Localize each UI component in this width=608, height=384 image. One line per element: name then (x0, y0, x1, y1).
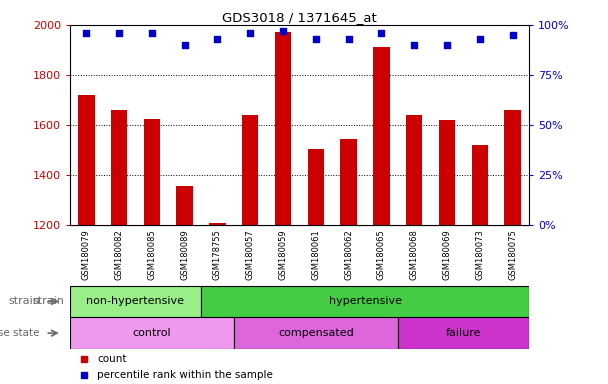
Text: control: control (133, 328, 171, 338)
Point (311, 36, 320, 42)
Text: GSM180069: GSM180069 (443, 230, 452, 280)
Bar (201, 286, 529, 317)
Point (180, 42, 190, 48)
Text: GSM180085: GSM180085 (147, 230, 156, 280)
Point (147, 30, 157, 36)
Bar (242, 115, 258, 225)
Bar (78, 95, 94, 225)
Text: GSM180065: GSM180065 (377, 230, 386, 280)
Text: GSM180062: GSM180062 (344, 230, 353, 280)
Point (409, 42, 419, 48)
Point (81, 30, 91, 36)
Point (508, 32, 517, 38)
Point (114, 30, 124, 36)
Text: GSM180057: GSM180057 (246, 230, 255, 280)
Bar (308, 149, 324, 225)
Bar (209, 223, 226, 225)
Text: GSM180073: GSM180073 (475, 230, 485, 280)
Text: disease state: disease state (0, 328, 40, 338)
Text: non-hypertensive: non-hypertensive (86, 296, 184, 306)
Bar (176, 186, 193, 225)
Bar (505, 110, 521, 225)
Point (278, 28, 288, 34)
Bar (439, 120, 455, 225)
Text: failure: failure (446, 328, 481, 338)
Text: hypertensive: hypertensive (328, 296, 401, 306)
Bar (406, 115, 423, 225)
Point (213, 36, 223, 42)
Text: GSM180079: GSM180079 (82, 230, 91, 280)
Text: compensated: compensated (278, 328, 354, 338)
Text: GSM180061: GSM180061 (311, 230, 320, 280)
Text: strain: strain (32, 296, 64, 306)
Bar (70, 286, 201, 317)
Bar (373, 47, 390, 225)
Text: GSM180059: GSM180059 (278, 230, 288, 280)
Point (376, 30, 386, 36)
Text: count: count (97, 354, 127, 364)
Bar (472, 145, 488, 225)
Text: GSM180082: GSM180082 (114, 230, 123, 280)
Bar (234, 317, 398, 349)
Text: GSM180089: GSM180089 (180, 230, 189, 280)
Text: GSM180068: GSM180068 (410, 230, 419, 280)
Bar (143, 119, 160, 225)
Text: GSM180075: GSM180075 (508, 230, 517, 280)
Bar (398, 317, 529, 349)
Text: percentile rank within the sample: percentile rank within the sample (97, 370, 274, 381)
Point (442, 42, 452, 48)
Point (246, 30, 255, 36)
Text: GSM178755: GSM178755 (213, 230, 222, 280)
Point (344, 36, 353, 42)
Bar (111, 110, 127, 225)
Bar (340, 139, 357, 225)
Bar (70, 317, 234, 349)
Title: GDS3018 / 1371645_at: GDS3018 / 1371645_at (222, 11, 377, 24)
Bar (275, 33, 291, 225)
Text: strain: strain (8, 296, 40, 306)
Point (475, 36, 485, 42)
